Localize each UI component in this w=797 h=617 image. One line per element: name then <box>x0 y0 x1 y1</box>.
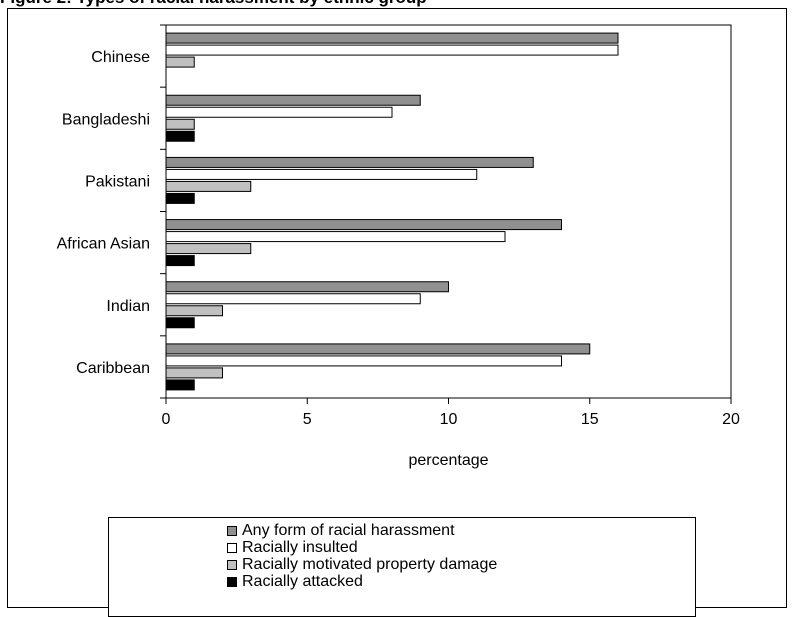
y-tick-label: Caribbean <box>76 360 150 377</box>
bar <box>165 32 619 44</box>
bar <box>165 56 195 68</box>
x-tick-label: 15 <box>581 411 599 428</box>
bar <box>165 118 195 130</box>
y-tick-label: Pakistani <box>85 173 150 190</box>
chart-area: Chinese Bangladeshi Pakistani African Asian… <box>7 8 787 617</box>
y-tick-label: Bangladeshi <box>62 111 150 128</box>
legend: Any form of racial harassment Racially in… <box>108 517 696 617</box>
bar <box>165 293 421 305</box>
bar <box>165 192 195 204</box>
legend-swatch <box>227 559 237 570</box>
bar <box>165 379 195 391</box>
bar <box>165 367 223 379</box>
bar <box>165 219 562 231</box>
bar <box>165 130 195 142</box>
y-tick-label: Indian <box>106 298 150 315</box>
legend-swatch <box>227 576 237 587</box>
legend-item: Racially attacked <box>227 573 363 590</box>
bar <box>165 281 449 293</box>
bar <box>165 343 591 355</box>
bar <box>165 156 534 168</box>
bar <box>165 44 619 56</box>
x-tick-label: 0 <box>162 411 171 428</box>
bar <box>165 243 252 255</box>
x-axis-label: percentage <box>408 452 488 469</box>
legend-label: Any form of racial harassment <box>242 521 455 539</box>
bar <box>165 317 195 329</box>
legend-label: Racially motivated property damage <box>242 555 498 573</box>
bar <box>165 305 223 317</box>
legend-swatch <box>227 525 237 536</box>
bar <box>165 168 478 180</box>
legend-label: Racially attacked <box>242 572 363 590</box>
bar <box>165 94 421 106</box>
bar <box>165 106 393 118</box>
y-tick-label: Chinese <box>91 49 150 66</box>
x-tick-label: 5 <box>303 411 312 428</box>
legend-label: Racially insulted <box>242 538 358 556</box>
y-tick-label: African Asian <box>57 236 150 253</box>
bar <box>165 255 195 267</box>
plot-area <box>165 24 732 399</box>
bar <box>165 231 506 243</box>
x-tick-label: 20 <box>722 411 740 428</box>
legend-item: Any form of racial harassment <box>227 522 455 539</box>
bar-chart: Chinese Bangladeshi Pakistani African Asian… <box>57 24 740 469</box>
bar <box>165 355 562 367</box>
figure-title: Figure 2: Types of racial harassment by … <box>0 0 797 8</box>
bar <box>165 180 252 192</box>
legend-swatch <box>227 542 237 553</box>
x-tick-label: 10 <box>440 411 458 428</box>
legend-item: Racially insulted <box>227 539 358 556</box>
legend-item: Racially motivated property damage <box>227 556 497 573</box>
